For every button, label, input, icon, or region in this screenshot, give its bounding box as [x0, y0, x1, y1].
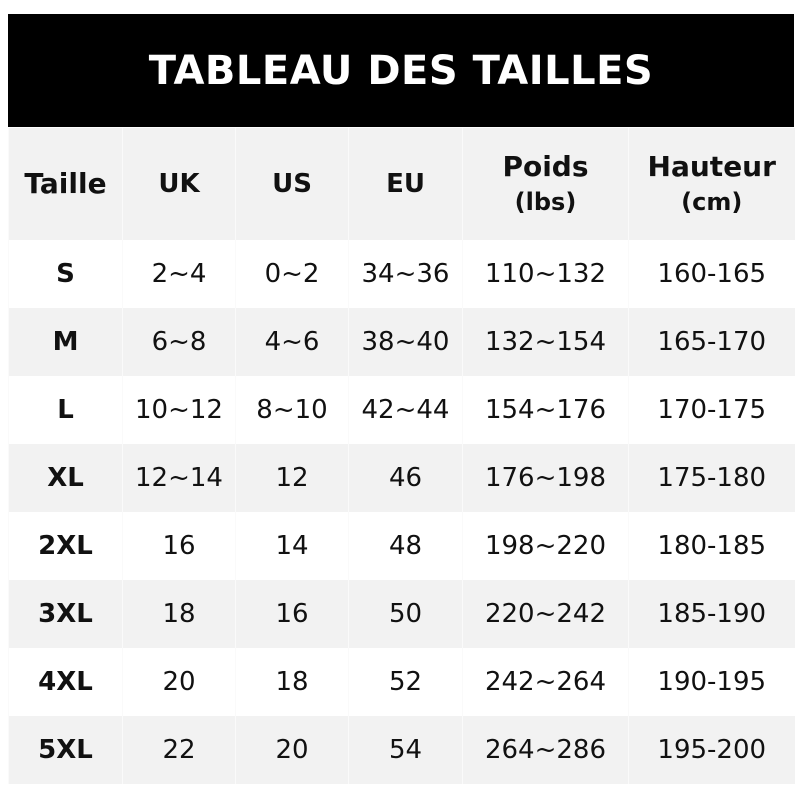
- cell-hauteur: 175-180: [628, 444, 795, 512]
- header-taille: Taille: [8, 128, 123, 240]
- cell-eu: 54: [348, 716, 463, 784]
- cell-eu: 46: [348, 444, 463, 512]
- table-row: 3XL 18 16 50 220~242 185-190: [8, 580, 795, 648]
- cell-us: 0~2: [235, 240, 349, 308]
- cell-eu: 38~40: [348, 308, 463, 376]
- cell-hauteur: 165-170: [628, 308, 795, 376]
- table-row: M 6~8 4~6 38~40 132~154 165-170: [8, 308, 795, 376]
- cell-eu: 52: [348, 648, 463, 716]
- cell-poids: 242~264: [462, 648, 629, 716]
- cell-us: 4~6: [235, 308, 349, 376]
- cell-eu: 34~36: [348, 240, 463, 308]
- cell-uk: 6~8: [122, 308, 236, 376]
- cell-hauteur: 190-195: [628, 648, 795, 716]
- header-poids-label: Poids: [502, 149, 589, 183]
- header-hauteur: Hauteur (cm): [628, 128, 795, 240]
- cell-us: 16: [235, 580, 349, 648]
- page-title: TABLEAU DES TAILLES: [8, 14, 794, 127]
- cell-hauteur: 170-175: [628, 376, 795, 444]
- cell-uk: 20: [122, 648, 236, 716]
- header-poids-unit: (lbs): [514, 187, 577, 216]
- cell-size: XL: [8, 444, 123, 512]
- cell-eu: 48: [348, 512, 463, 580]
- cell-size: 4XL: [8, 648, 123, 716]
- cell-size: 3XL: [8, 580, 123, 648]
- cell-us: 20: [235, 716, 349, 784]
- cell-poids: 198~220: [462, 512, 629, 580]
- header-us: US: [235, 128, 349, 240]
- header-eu: EU: [348, 128, 463, 240]
- table-row: XL 12~14 12 46 176~198 175-180: [8, 444, 795, 512]
- cell-uk: 2~4: [122, 240, 236, 308]
- cell-hauteur: 185-190: [628, 580, 795, 648]
- cell-size: 2XL: [8, 512, 123, 580]
- table-row: 2XL 16 14 48 198~220 180-185: [8, 512, 795, 580]
- cell-us: 18: [235, 648, 349, 716]
- cell-eu: 42~44: [348, 376, 463, 444]
- cell-uk: 18: [122, 580, 236, 648]
- cell-uk: 22: [122, 716, 236, 784]
- header-row: Taille UK US EU Poids (lbs) Hauteur (cm): [8, 128, 795, 240]
- cell-us: 14: [235, 512, 349, 580]
- cell-eu: 50: [348, 580, 463, 648]
- cell-hauteur: 180-185: [628, 512, 795, 580]
- cell-poids: 132~154: [462, 308, 629, 376]
- cell-poids: 154~176: [462, 376, 629, 444]
- cell-uk: 12~14: [122, 444, 236, 512]
- cell-poids: 110~132: [462, 240, 629, 308]
- header-poids: Poids (lbs): [462, 128, 629, 240]
- cell-poids: 176~198: [462, 444, 629, 512]
- cell-us: 8~10: [235, 376, 349, 444]
- cell-uk: 10~12: [122, 376, 236, 444]
- cell-hauteur: 160-165: [628, 240, 795, 308]
- table-row: 4XL 20 18 52 242~264 190-195: [8, 648, 795, 716]
- cell-us: 12: [235, 444, 349, 512]
- cell-hauteur: 195-200: [628, 716, 795, 784]
- cell-size: 5XL: [8, 716, 123, 784]
- header-hauteur-unit: (cm): [681, 187, 743, 216]
- table-row: S 2~4 0~2 34~36 110~132 160-165: [8, 240, 795, 308]
- cell-uk: 16: [122, 512, 236, 580]
- size-chart-table: Taille UK US EU Poids (lbs) Hauteur (cm) S…: [8, 128, 795, 784]
- cell-size: L: [8, 376, 123, 444]
- table-row: L 10~12 8~10 42~44 154~176 170-175: [8, 376, 795, 444]
- cell-poids: 220~242: [462, 580, 629, 648]
- cell-size: S: [8, 240, 123, 308]
- cell-poids: 264~286: [462, 716, 629, 784]
- table-row: 5XL 22 20 54 264~286 195-200: [8, 716, 795, 784]
- header-uk: UK: [122, 128, 236, 240]
- header-hauteur-label: Hauteur: [647, 149, 776, 183]
- cell-size: M: [8, 308, 123, 376]
